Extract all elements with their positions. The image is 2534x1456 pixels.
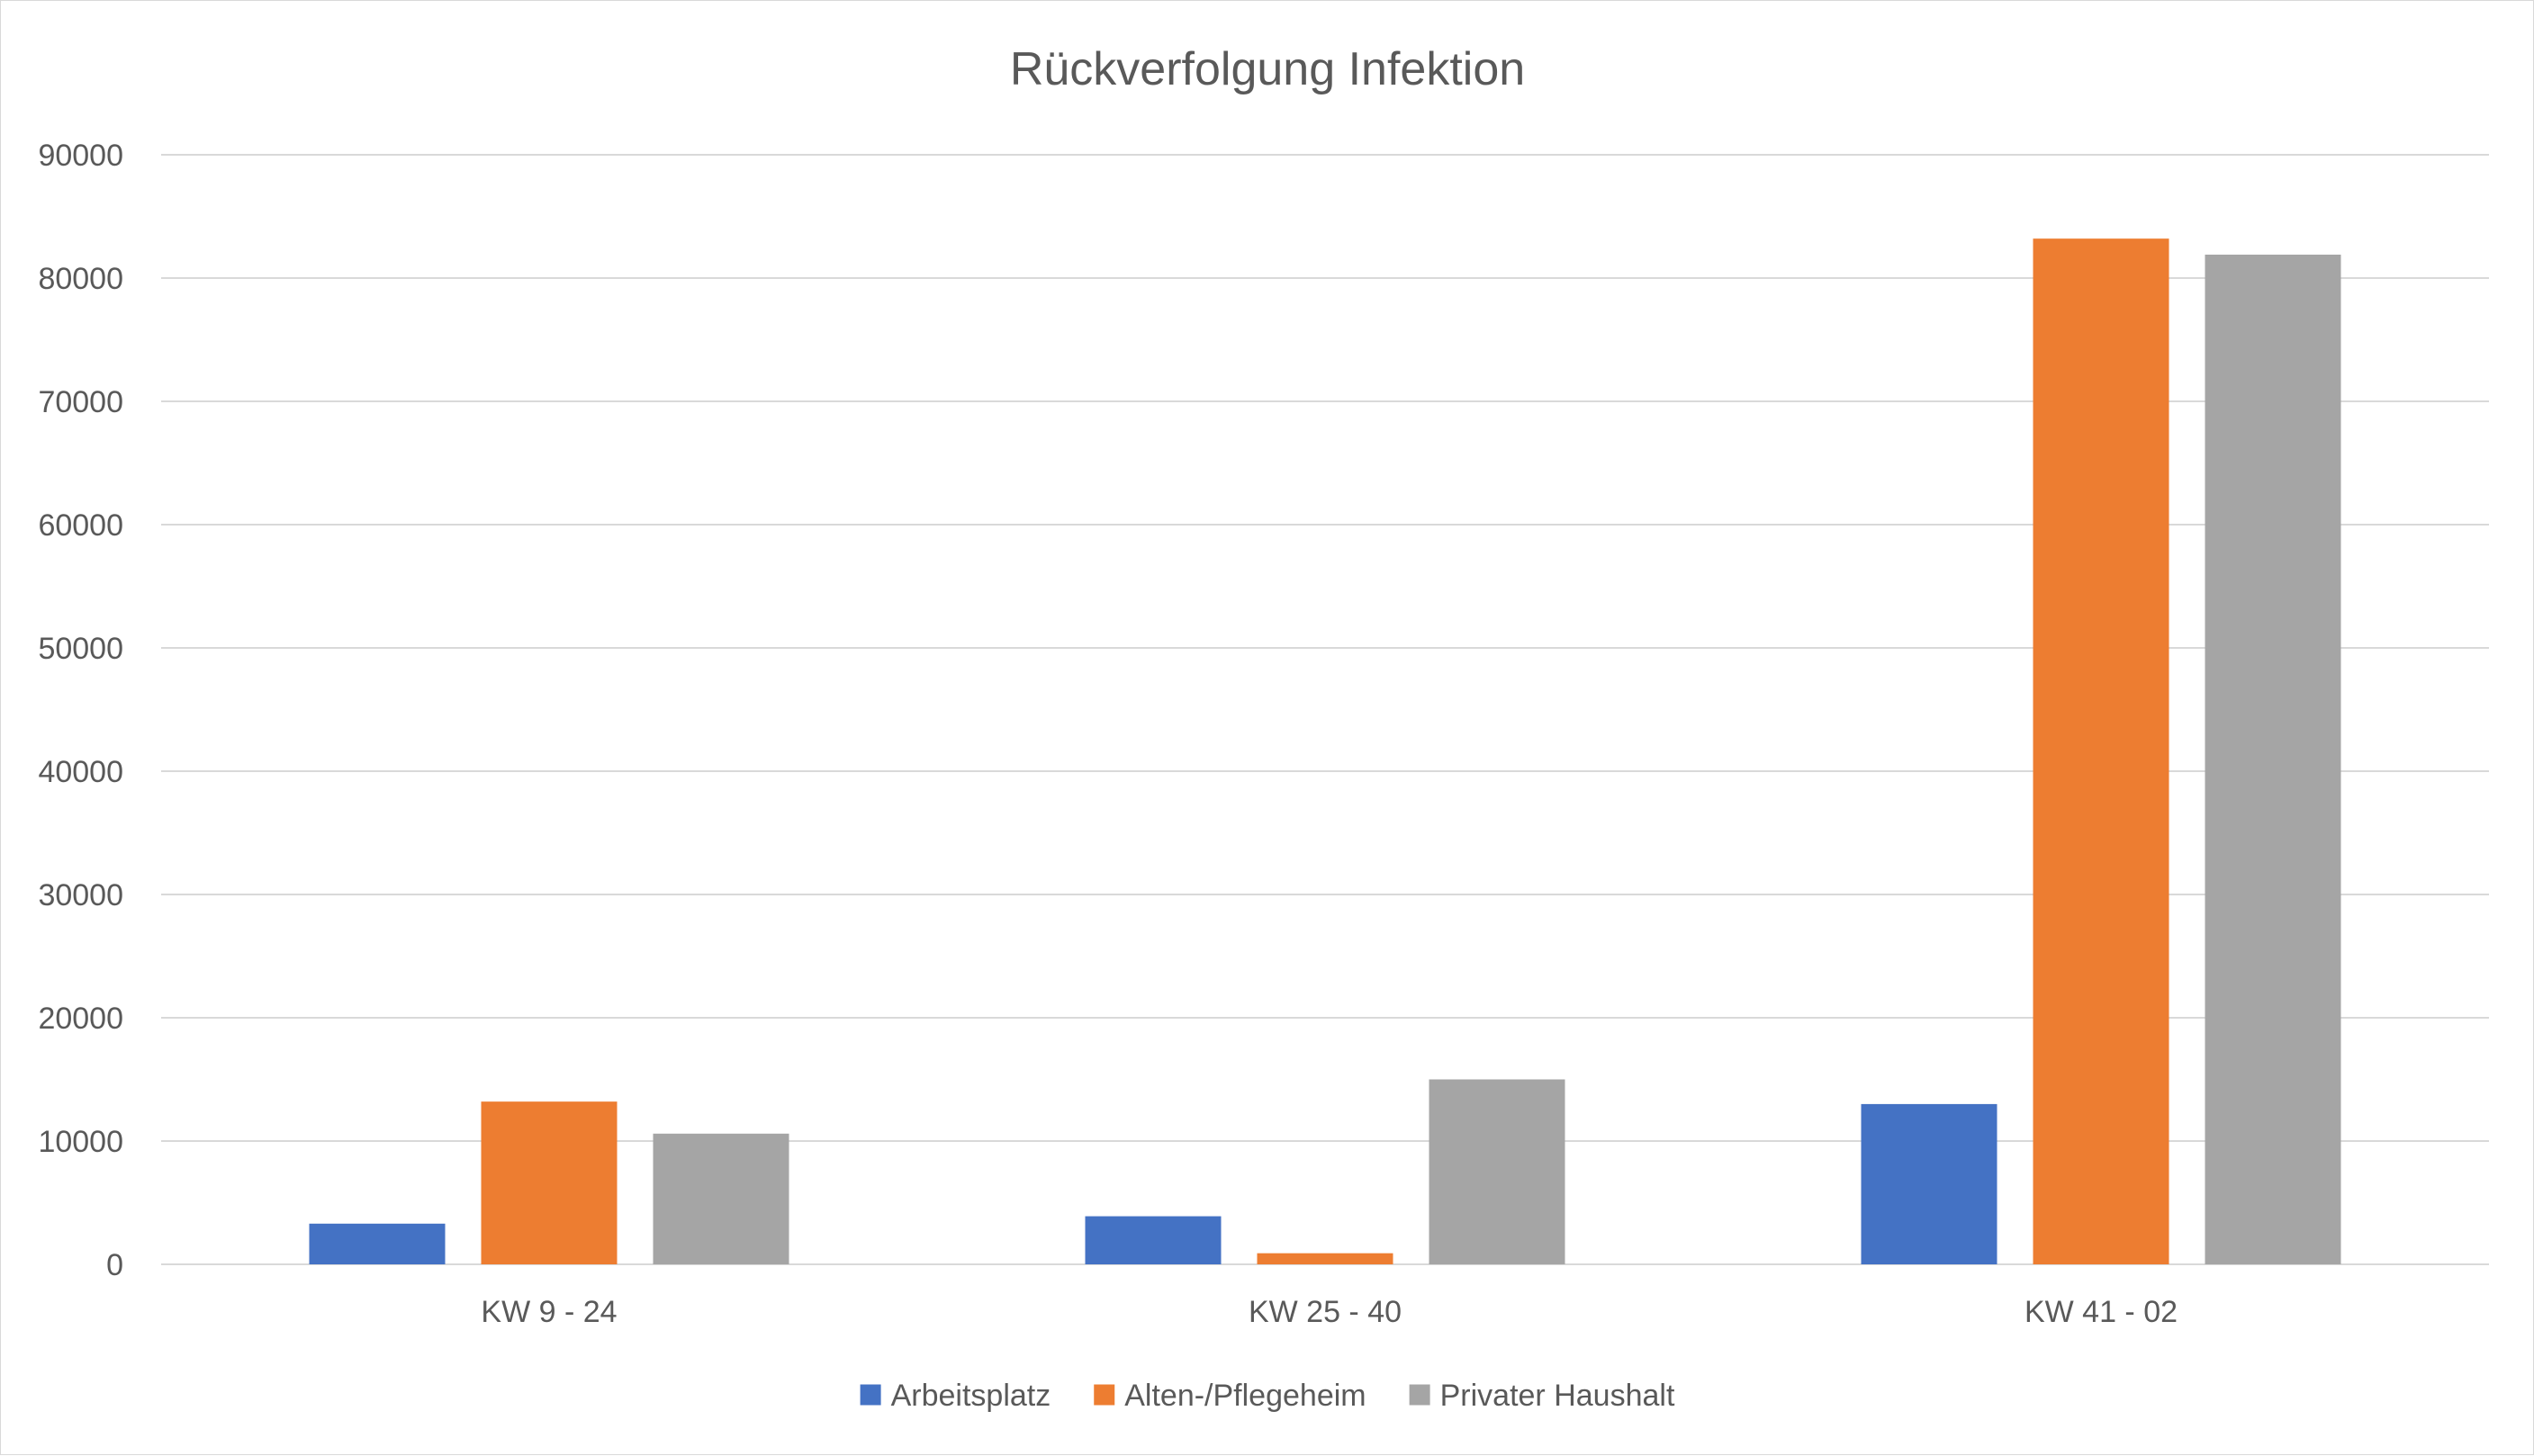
legend-label: Privater Haushalt xyxy=(1440,1379,1675,1413)
x-axis-categories: KW 9 - 24 KW 25 - 40 KW 41 - 02 xyxy=(481,1295,2178,1329)
bar-privater-haushalt-3 xyxy=(2205,254,2341,1265)
legend-swatch xyxy=(1094,1384,1115,1406)
bar-arbeitsplatz-2 xyxy=(1085,1216,1222,1264)
y-axis-ticks: 0 10000 20000 30000 40000 50000 60000 70000 8000… xyxy=(38,139,123,1282)
legend-swatch xyxy=(1409,1384,1430,1406)
legend-item: Alten-/Pflegeheim xyxy=(1094,1379,1366,1413)
bar-privater-haushalt-1 xyxy=(653,1133,789,1264)
x-category-label: KW 25 - 40 xyxy=(1249,1295,1402,1329)
bar-arbeitsplatz-1 xyxy=(309,1223,446,1264)
bar-alten-pflegeheim-1 xyxy=(481,1101,618,1264)
y-tick-label: 50000 xyxy=(38,632,123,666)
legend-label: Alten-/Pflegeheim xyxy=(1124,1379,1366,1413)
y-tick-label: 0 xyxy=(106,1248,123,1282)
legend-label: Arbeitsplatz xyxy=(891,1379,1051,1413)
bar-privater-haushalt-2 xyxy=(1429,1079,1565,1264)
y-tick-label: 20000 xyxy=(38,1002,123,1036)
y-tick-label: 70000 xyxy=(38,385,123,419)
bar-alten-pflegeheim-3 xyxy=(2033,238,2169,1264)
y-tick-label: 80000 xyxy=(38,262,123,296)
legend: Arbeitsplatz Alten-/Pflegeheim Privater Ha… xyxy=(860,1379,1675,1413)
legend-item: Privater Haushalt xyxy=(1409,1379,1675,1413)
chart-title: Rückverfolgung Infektion xyxy=(1010,43,1525,95)
legend-item: Arbeitsplatz xyxy=(860,1379,1051,1413)
bars xyxy=(309,238,2341,1265)
y-tick-label: 10000 xyxy=(38,1125,123,1159)
y-tick-label: 90000 xyxy=(38,139,123,173)
legend-swatch xyxy=(860,1384,881,1406)
x-category-label: KW 9 - 24 xyxy=(481,1295,617,1329)
x-category-label: KW 41 - 02 xyxy=(2024,1295,2178,1329)
y-tick-label: 40000 xyxy=(38,755,123,789)
bar-arbeitsplatz-3 xyxy=(1861,1103,1997,1264)
y-tick-label: 60000 xyxy=(38,508,123,543)
y-tick-label: 30000 xyxy=(38,878,123,912)
bar-alten-pflegeheim-2 xyxy=(1257,1253,1393,1264)
